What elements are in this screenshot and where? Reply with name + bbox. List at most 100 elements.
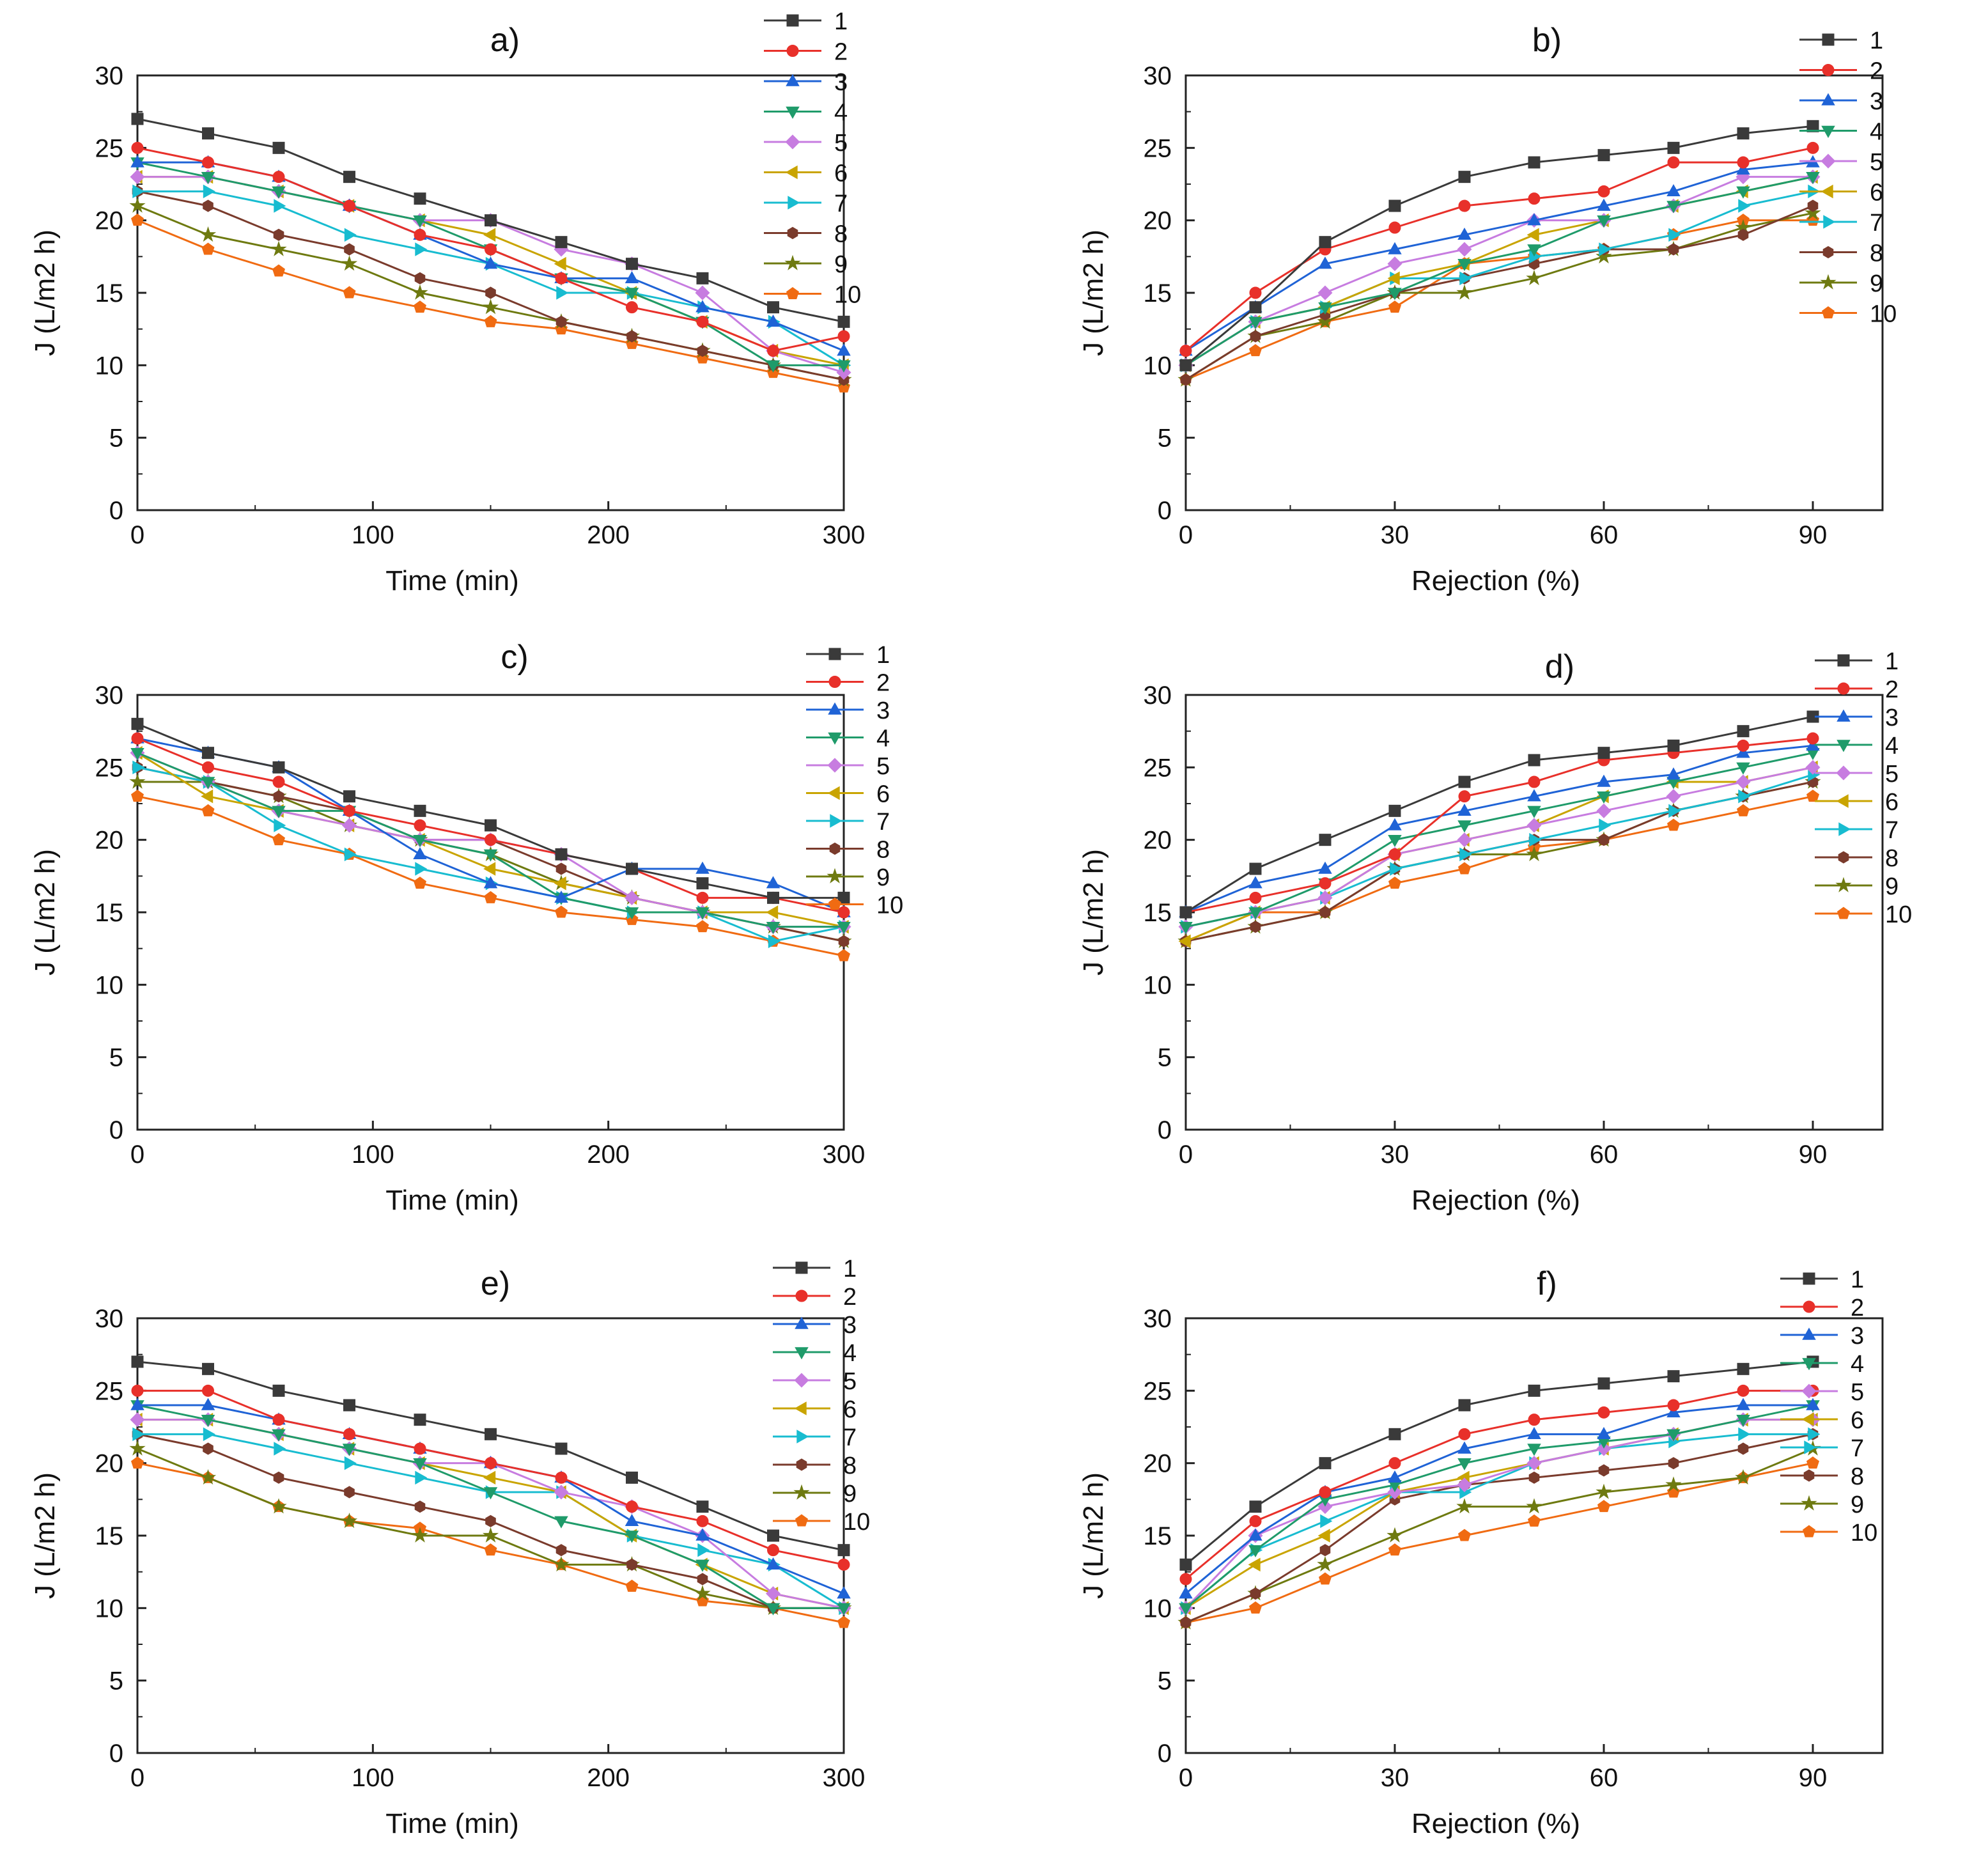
series-line-5 [1185,176,1813,366]
data-point [766,1557,780,1570]
legend-label: 8 [876,837,890,864]
data-point [203,184,215,199]
x-tick-label: 0 [130,1764,144,1792]
data-point [1456,1498,1473,1514]
legend-marker [786,286,800,300]
data-point [412,1527,428,1543]
x-tick-label: 90 [1799,521,1828,549]
data-point [1318,861,1332,874]
data-point [1736,1398,1750,1410]
legend-marker [793,1484,810,1500]
data-point [1179,359,1192,371]
data-point [273,228,284,241]
legend-label: 6 [1870,180,1883,206]
data-point [1667,1399,1680,1412]
data-point [1387,256,1402,272]
legend-marker [785,134,800,150]
legend-label: 2 [876,670,890,697]
data-point [1248,876,1262,889]
legend-label: 6 [1851,1407,1864,1434]
data-point [413,215,427,228]
x-tick-label: 30 [1381,1141,1409,1169]
y-axis-label: J (L/m2 h) [1078,849,1109,976]
data-point [1318,1572,1332,1585]
data-point [1388,818,1402,830]
data-point [1457,242,1472,257]
data-point [1597,215,1611,228]
data-point [1388,242,1402,254]
data-point [1457,1477,1472,1493]
legend-label: 9 [876,864,890,891]
chart-title: a) [490,22,520,59]
x-axis-label: Time (min) [385,1185,519,1216]
data-point [837,360,851,373]
legend-label: 7 [834,191,848,217]
data-point [272,1384,285,1397]
y-tick-label: 20 [1144,1450,1172,1478]
data-point [274,818,286,832]
data-point [1458,790,1471,803]
data-point [1666,789,1681,804]
data-point [1527,1426,1541,1440]
data-point [555,1544,567,1557]
data-point [1808,1427,1821,1442]
data-point [1457,1529,1472,1541]
data-point [414,228,426,241]
data-point [129,197,146,213]
data-point [482,299,499,315]
data-point [1248,344,1262,357]
legend-marker [1822,245,1834,259]
y-axis-label: J (L/m2 h) [29,230,61,356]
data-point [1179,1573,1192,1585]
legend-marker [1837,907,1851,919]
data-point [132,1427,145,1442]
data-point [696,315,709,328]
legend-label: 5 [834,130,848,157]
data-point [202,761,214,774]
legend-marker [828,676,841,688]
y-tick-label: 25 [1144,134,1172,162]
data-point [201,789,214,804]
data-point [130,747,144,761]
data-point [414,804,426,817]
data-point [483,256,498,269]
legend-marker [794,1373,809,1388]
data-point [1597,1426,1611,1440]
x-axis-label: Rejection (%) [1411,1808,1580,1839]
data-point [1248,1601,1262,1614]
y-tick-label: 30 [95,1305,124,1333]
y-tick-label: 10 [1144,352,1172,380]
legend-marker [828,648,841,660]
legend-label: 9 [1851,1492,1864,1518]
data-point [1665,1476,1682,1492]
y-axis-label: J (L/m2 h) [29,849,61,976]
y-axis-label: J (L/m2 h) [29,1472,61,1599]
data-point [1458,199,1471,212]
data-point [837,330,850,343]
data-point [272,833,286,846]
y-tick-label: 15 [95,899,124,927]
data-point [1527,1514,1541,1527]
legend-marker [1801,1495,1817,1511]
data-point [1180,1616,1192,1629]
data-point [1457,803,1472,816]
legend-label: 3 [1885,705,1899,731]
y-tick-label: 25 [95,134,124,162]
data-point [1527,213,1541,226]
data-point [274,1442,286,1456]
y-tick-label: 15 [1144,279,1172,308]
data-point [553,1556,570,1572]
data-point [768,934,780,949]
data-point [1528,192,1541,205]
data-point [1667,141,1680,154]
x-tick-label: 300 [823,521,866,549]
legend-marker [785,165,798,180]
data-point [414,1442,426,1455]
y-tick-label: 15 [95,279,124,308]
data-point [554,1484,569,1500]
legend-marker [1803,1272,1815,1285]
data-point [485,819,497,832]
data-point [483,862,496,876]
data-point [1736,762,1750,775]
